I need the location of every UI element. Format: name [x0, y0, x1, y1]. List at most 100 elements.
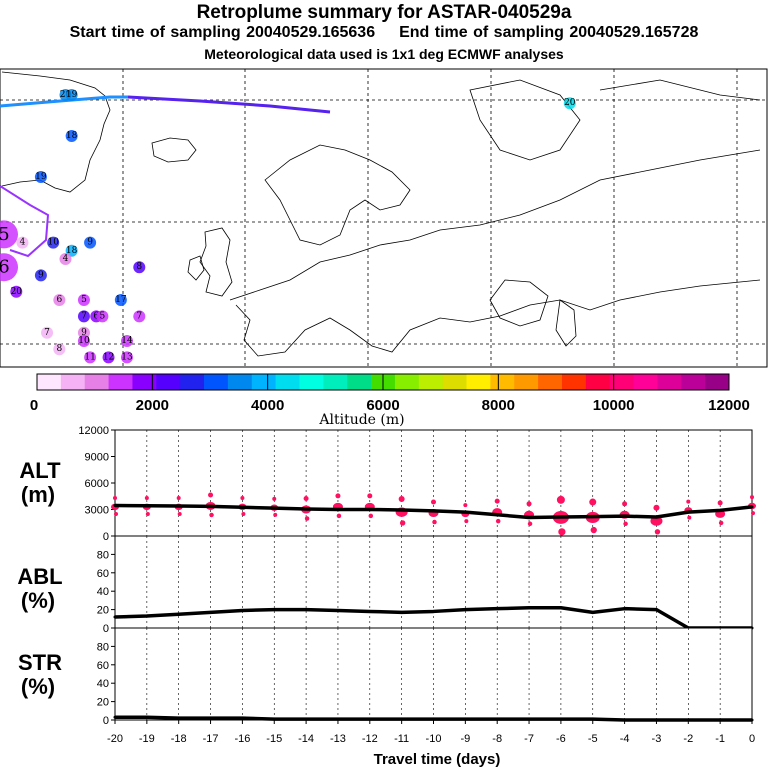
panel-alt: 0 3000 6000 9000 12000 ALT(m) [19, 425, 756, 543]
panel-2-point-4 [240, 716, 244, 720]
trajectory-marker-11 [59, 253, 72, 265]
trajectory-marker-21 [133, 310, 146, 323]
particle-upper-6 [303, 496, 309, 501]
arctic-coast [599, 79, 761, 101]
trajectory-label-12: 9 [38, 270, 44, 280]
trajectory-marker-1 [65, 89, 78, 101]
particle-upper-19 [717, 500, 723, 506]
trajectory-label-4: 19 [35, 172, 47, 182]
panel-2-ytick-label-1: 20 [97, 697, 109, 709]
trajectory-marker-23 [77, 326, 90, 339]
chart-title: Retroplume summary for ASTAR-040529a [196, 2, 572, 23]
panel-2-point-7 [336, 717, 340, 721]
particle-lower-10 [432, 519, 437, 525]
panel-1-ytick-label-4: 80 [97, 549, 109, 561]
xtick-label-4: -16 [234, 733, 250, 745]
colorbar-swatch-18 [466, 374, 491, 390]
trajectory-marker-14 [133, 261, 146, 274]
panel-0-point-20 [750, 505, 754, 509]
ireland-coast [187, 255, 205, 281]
trajectory-label-27: 11 [84, 352, 95, 362]
trajectory-marker-7 [16, 236, 29, 249]
colorbar-tick-label-0: 0 [30, 397, 38, 414]
colorbar-swatch-15 [394, 374, 420, 390]
panel-0-point-10 [432, 509, 435, 513]
trajectory-marker-22 [41, 326, 54, 339]
trajectory-label-19: 6 [93, 311, 99, 321]
colorbar-swatch-23 [585, 374, 611, 390]
trajectory-label-18: 7 [81, 311, 87, 321]
colorbar-tick-label-6: 12000 [708, 397, 750, 414]
panel-2-point-12 [495, 717, 499, 721]
scandinavia-coast [264, 144, 411, 246]
panel-1-point-7 [336, 609, 340, 613]
trajectory-label-23: 9 [81, 328, 87, 338]
trajectory-marker-28 [102, 351, 115, 364]
colorbar-swatch-4 [132, 374, 157, 390]
particle-upper-8 [367, 493, 373, 499]
particle-lower-3 [209, 512, 214, 518]
trajectory-label-25: 14 [121, 336, 133, 346]
colorbar-swatch-6 [180, 374, 205, 390]
panel-2-unit: (%) [21, 674, 55, 699]
colorbar-swatch-3 [108, 374, 133, 390]
particle-upper-7 [335, 493, 341, 499]
particle-lower-4 [241, 512, 246, 517]
panel-1-ytick-label-2: 40 [97, 586, 109, 598]
particle-upper-16 [622, 501, 628, 507]
trajectory-marker-13 [10, 285, 23, 298]
particle-lower-8 [368, 513, 374, 519]
particle-upper-10 [431, 499, 436, 505]
panel-0-point-9 [400, 508, 404, 512]
trajectory-label-22: 7 [44, 328, 50, 338]
trajectory-marker-25 [121, 335, 133, 347]
plume-trajectories [0, 95, 331, 258]
map-frame [0, 68, 768, 368]
trajectory-label-8: 10 [47, 238, 59, 248]
xtick-label-20: 0 [749, 733, 755, 745]
panel-0-point-5 [272, 506, 276, 510]
iceland-coast [151, 137, 197, 163]
trajectory-label-15: 6 [56, 295, 62, 305]
panel-0-point-18 [686, 510, 690, 514]
trajectory-label-2: 20 [564, 98, 576, 108]
novaya-zemlya-coast [469, 79, 581, 161]
coastlines [1, 71, 761, 357]
trajectory-marker-26 [53, 343, 66, 356]
particle-cluster-19 [715, 500, 726, 526]
trajectory-marker-8 [47, 236, 60, 249]
trajectory-marker-18 [77, 310, 90, 323]
trajectory-marker-16 [77, 294, 90, 306]
trajectory-label-6: 6 [0, 257, 10, 278]
particle-upper-13 [526, 501, 532, 507]
xtick-label-3: -17 [203, 733, 219, 745]
particle-upper-3 [208, 492, 214, 498]
panel-2-point-14 [559, 717, 563, 721]
north-europe-coast [229, 149, 761, 301]
panel-1-point-14 [559, 606, 563, 610]
colorbar-swatch-20 [514, 374, 539, 390]
panel-2-point-1 [145, 715, 149, 719]
xtick-label-18: -2 [683, 733, 693, 745]
end-time-label: End time of sampling 20040529.165728 [399, 24, 699, 41]
trajectory-label-13: 20 [11, 287, 23, 297]
trajectory-label-9: 9 [87, 238, 93, 248]
trajectory-label-17: 17 [115, 295, 127, 305]
trajectory-label-24: 10 [78, 336, 90, 346]
panel-0-ytick-label-1: 3000 [85, 505, 109, 517]
trajectory-marker-4 [34, 171, 47, 183]
panel-1-point-13 [527, 606, 531, 610]
panel-0-point-12 [495, 513, 499, 517]
colorbar-swatch-2 [84, 374, 110, 390]
trajectory-label-7: 4 [20, 238, 26, 248]
particle-lower-17 [654, 529, 661, 535]
colorbar-swatch-25 [633, 374, 658, 390]
panel-2-point-6 [304, 717, 308, 721]
panel-2-point-8 [368, 717, 372, 721]
particle-upper-18 [686, 499, 691, 504]
colorbar-swatch-0 [37, 374, 62, 390]
particle-lower-0 [114, 512, 118, 517]
panel-2-ytick-label-2: 40 [97, 678, 109, 690]
